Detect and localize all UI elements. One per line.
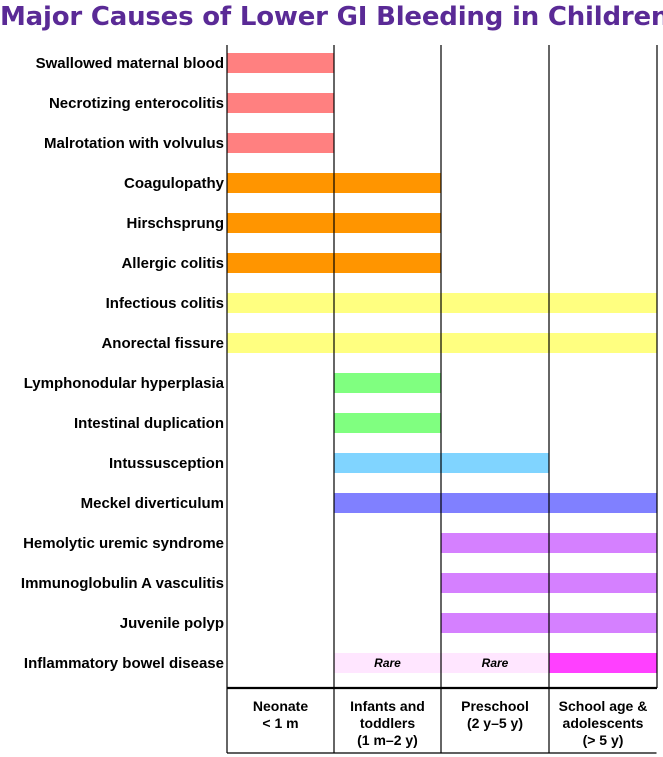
column-header-line: (> 5 y): [583, 732, 624, 748]
cause-label: Swallowed maternal blood: [36, 55, 224, 72]
range-bar: [334, 653, 441, 673]
column-header-line: Infants and: [350, 698, 425, 714]
cause-label: Allergic colitis: [121, 255, 224, 272]
rare-label: Rare: [482, 656, 509, 670]
cause-label: Hemolytic uremic syndrome: [23, 535, 224, 552]
cause-labels: Swallowed maternal blood Necrotizing ente…: [21, 55, 225, 672]
range-bar: [334, 493, 657, 513]
range-bar: [227, 293, 657, 313]
cause-label: Coagulopathy: [124, 175, 225, 192]
cause-label: Malrotation with volvulus: [44, 135, 224, 152]
column-header-line: (2 y–5 y): [467, 715, 523, 731]
page-title: Major Causes of Lower GI Bleeding in Chi…: [0, 2, 663, 32]
range-bar: [227, 133, 334, 153]
cause-label: Infectious colitis: [106, 295, 224, 312]
column-header-line: adolescents: [563, 715, 644, 731]
column-dividers: [226, 45, 658, 754]
cause-label: Hirschsprung: [126, 215, 224, 232]
range-bar: [549, 653, 657, 673]
column-header-line: toddlers: [360, 715, 415, 731]
cause-label: Necrotizing enterocolitis: [49, 95, 224, 112]
cause-label: Inflammatory bowel disease: [24, 655, 224, 672]
range-bar: [334, 413, 441, 433]
column-header-line: < 1 m: [262, 715, 298, 731]
column-header-line: Preschool: [461, 698, 529, 714]
column-header-line: (1 m–2 y): [357, 732, 418, 748]
cause-label: Lymphonodular hyperplasia: [24, 375, 225, 392]
cause-label: Intussusception: [109, 455, 224, 472]
rare-label: Rare: [374, 656, 401, 670]
cause-label: Immunoglobulin A vasculitis: [21, 575, 224, 592]
range-bar: [227, 333, 657, 353]
column-header-line: Neonate: [253, 698, 308, 714]
cause-label: Meckel diverticulum: [81, 495, 224, 512]
range-bar: [334, 373, 441, 393]
range-bar: [227, 53, 334, 73]
cause-label: Intestinal duplication: [74, 415, 224, 432]
range-bar: [227, 93, 334, 113]
range-bar: [441, 653, 549, 673]
cause-label: Anorectal fissure: [101, 335, 224, 352]
cause-label: Juvenile polyp: [120, 615, 224, 632]
bars-layer: Rare Rare: [227, 53, 657, 673]
column-header-line: School age &: [559, 698, 648, 714]
